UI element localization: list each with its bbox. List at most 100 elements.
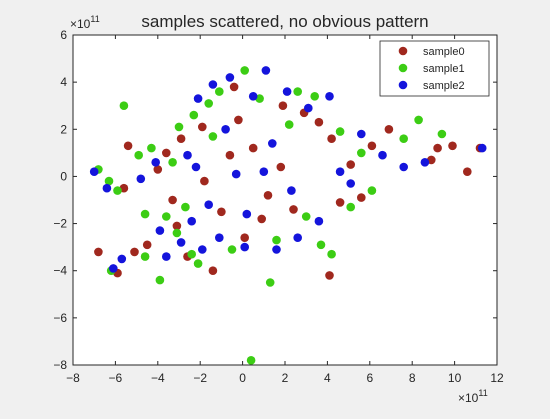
legend-label-sample0: sample0	[423, 46, 465, 58]
point-sample2	[282, 87, 292, 96]
x-tick-label: −2	[193, 371, 207, 385]
point-sample2	[89, 167, 99, 176]
x-tick-label: −6	[109, 371, 123, 385]
y-tick-label: −8	[53, 358, 67, 372]
point-sample2	[183, 150, 192, 160]
point-sample1	[437, 129, 447, 139]
point-sample2	[248, 92, 258, 101]
x-exponent-label: ×1011	[458, 388, 488, 405]
point-sample0	[123, 141, 133, 151]
point-sample1	[215, 87, 224, 96]
point-sample2	[204, 200, 213, 209]
point-sample1	[189, 110, 199, 120]
y-exponent-power: 11	[90, 14, 99, 24]
legend-marker-sample2	[398, 80, 408, 90]
point-sample2	[325, 92, 334, 101]
point-sample0	[278, 101, 288, 110]
point-sample1	[335, 127, 345, 136]
x-exponent-base: ×10	[458, 391, 479, 405]
point-sample1	[284, 120, 294, 129]
point-sample2	[215, 233, 224, 242]
point-sample1	[172, 228, 182, 238]
point-sample1	[187, 249, 196, 259]
point-sample0	[335, 198, 345, 207]
point-sample2	[261, 66, 271, 75]
point-sample2	[162, 252, 171, 261]
point-sample2	[231, 169, 241, 179]
point-sample0	[217, 207, 226, 217]
x-exponent-power: 11	[478, 388, 487, 398]
point-sample0	[168, 195, 177, 205]
point-sample0	[463, 167, 472, 176]
x-tick-label: 2	[282, 371, 289, 385]
x-tick-label: 6	[366, 371, 373, 385]
point-sample0	[367, 141, 377, 151]
x-tick-label: 0	[239, 371, 246, 385]
point-sample1	[399, 134, 409, 143]
point-sample0	[314, 117, 324, 127]
point-sample1	[168, 158, 177, 167]
point-sample2	[151, 158, 160, 167]
point-sample1	[147, 143, 156, 153]
points-layer	[89, 66, 487, 365]
point-sample0	[198, 122, 207, 132]
point-sample0	[325, 271, 334, 280]
y-tick-label: 6	[60, 28, 67, 42]
point-sample0	[384, 125, 394, 134]
point-sample0	[234, 115, 243, 125]
point-sample1	[310, 92, 320, 101]
point-sample2	[176, 238, 186, 247]
y-tick-label: −2	[53, 217, 67, 231]
point-sample1	[367, 186, 377, 195]
point-sample1	[193, 259, 203, 268]
point-sample2	[242, 209, 252, 219]
point-sample1	[414, 115, 423, 125]
point-sample0	[130, 247, 139, 257]
y-tick-label: −4	[53, 264, 67, 278]
point-sample1	[174, 122, 184, 132]
point-sample0	[240, 233, 249, 242]
point-sample1	[208, 132, 218, 141]
point-sample0	[172, 221, 182, 231]
point-sample0	[357, 193, 366, 202]
point-sample1	[140, 252, 150, 261]
point-sample2	[136, 174, 146, 184]
point-sample2	[335, 167, 345, 176]
point-sample0	[162, 148, 171, 158]
point-sample2	[187, 216, 196, 226]
legend-label-sample1: sample1	[423, 63, 465, 75]
point-sample1	[346, 202, 356, 212]
point-sample0	[448, 141, 457, 151]
point-sample2	[272, 245, 281, 254]
point-sample1	[181, 202, 190, 212]
point-sample2	[191, 162, 201, 172]
point-sample2	[420, 158, 430, 167]
point-sample0	[229, 82, 239, 92]
point-sample2	[304, 103, 313, 113]
y-exponent-base: ×10	[70, 17, 91, 31]
y-tick-label: 2	[60, 122, 67, 136]
point-sample1	[301, 212, 311, 221]
point-sample1	[246, 356, 256, 365]
point-sample1	[162, 212, 171, 221]
legend-label-sample2: sample2	[423, 80, 465, 92]
point-sample2	[109, 264, 118, 273]
y-tick-label: 4	[60, 75, 67, 89]
point-sample2	[357, 129, 366, 139]
point-sample1	[155, 275, 165, 285]
point-sample2	[225, 73, 235, 82]
point-sample0	[248, 143, 258, 153]
point-sample1	[113, 186, 122, 195]
point-sample1	[134, 150, 143, 160]
point-sample1	[272, 235, 281, 245]
point-sample0	[276, 162, 286, 172]
point-sample2	[208, 80, 218, 89]
x-tick-label: 10	[448, 371, 462, 385]
point-sample0	[176, 134, 186, 143]
legend-box	[379, 40, 490, 97]
point-sample0	[327, 134, 336, 143]
point-sample0	[257, 214, 267, 224]
point-sample2	[378, 150, 387, 160]
point-sample0	[263, 191, 273, 200]
point-sample2	[399, 162, 409, 172]
